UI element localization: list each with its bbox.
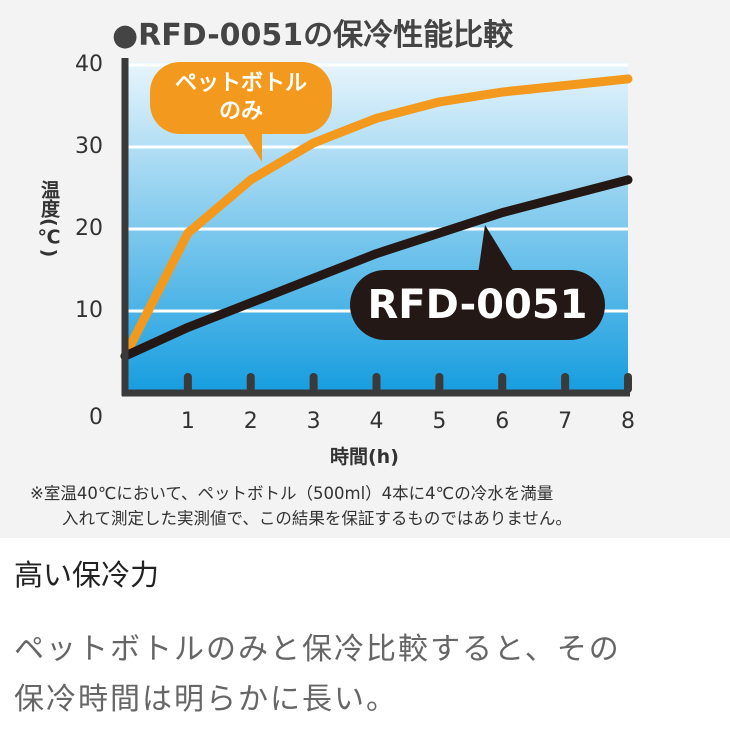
annotation-pointer: [478, 225, 515, 274]
series-label: ペットボトルのみ: [174, 71, 307, 124]
x-tick-label: 8: [621, 409, 635, 434]
y-tick-label: 0: [89, 405, 103, 430]
y-tick-label: 10: [75, 298, 103, 323]
section-heading: 高い保冷力: [14, 558, 160, 592]
tick-mark: [624, 373, 632, 393]
body-text: ペットボトルのみと保冷比較すると、その: [14, 632, 621, 667]
tick-mark: [435, 373, 444, 393]
y-axis-label: 温度(℃): [38, 180, 60, 258]
annotation-box: [150, 62, 332, 134]
x-tick-label: 6: [495, 409, 509, 434]
series-line: [120, 175, 633, 361]
y-tick-label: 20: [75, 216, 103, 241]
x-tick-label: 7: [558, 409, 572, 434]
note: ※室温40℃において、ペットボトル（500ml）4本に4℃の冷水を満量: [30, 484, 554, 503]
x-tick-label: 5: [432, 409, 446, 434]
y-tick-label: 30: [75, 134, 103, 159]
x-tick-label: 2: [244, 409, 258, 434]
series-label: RFD-0051: [367, 282, 588, 328]
tick-mark: [309, 373, 318, 393]
series-line: [120, 74, 633, 361]
annotation-box: [350, 270, 605, 340]
chart: 0 10 20 30 40 1 2 3 4 5 6 7 8: [75, 52, 635, 434]
tick-mark: [183, 373, 192, 393]
tick-mark: [246, 373, 255, 393]
note: 入れて測定した実測値で、この結果を保証するものではありません。: [62, 509, 572, 528]
chart-title: ●RFD-0051の保冷性能比較: [112, 18, 514, 53]
x-axis-label: 時間(h): [330, 446, 399, 468]
x-tick-label: 4: [370, 409, 384, 434]
annotation-pointer: [240, 128, 262, 162]
x-tick-label: 3: [307, 409, 321, 434]
tick-mark: [561, 373, 570, 393]
tick-mark: [372, 373, 381, 393]
tick-mark: [498, 373, 507, 393]
y-tick-label: 40: [75, 52, 103, 77]
body-text: 保冷時間は明らかに長い。: [14, 682, 398, 717]
x-tick-label: 1: [181, 409, 195, 434]
